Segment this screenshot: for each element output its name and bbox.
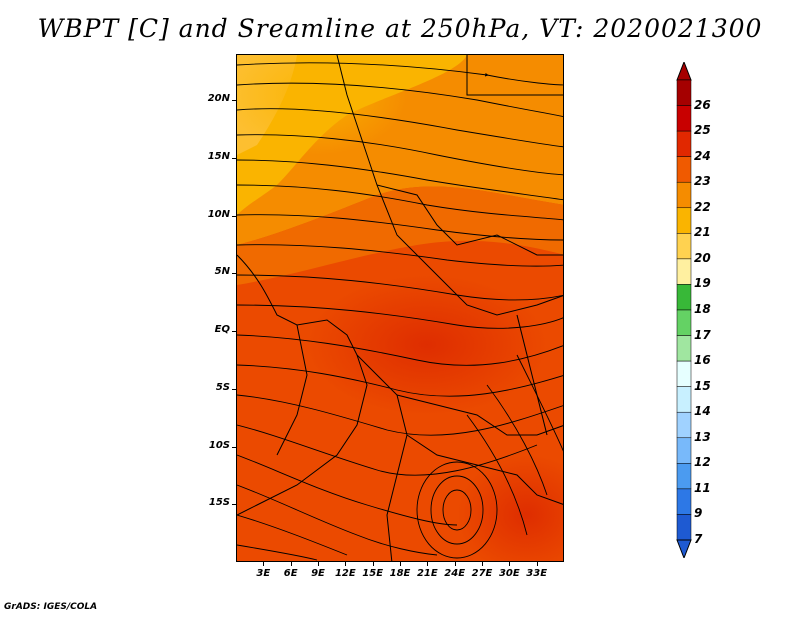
colorbar-segment <box>676 258 692 285</box>
colorbar-over-triangle <box>676 62 692 81</box>
colorbar-label: 23 <box>694 174 711 189</box>
lon-tick <box>400 562 401 566</box>
colorbar-segment <box>676 105 692 132</box>
colorbar-segment <box>676 284 692 311</box>
lat-tick <box>232 273 236 275</box>
colorbar-label: 18 <box>694 302 711 316</box>
country-boundaries <box>237 55 563 561</box>
colorbar-label: 20 <box>694 250 711 265</box>
colorbar-under-triangle <box>676 539 692 558</box>
colorbar-segment <box>676 488 692 515</box>
colorbar-label: 13 <box>694 429 711 444</box>
lat-tick <box>232 331 236 333</box>
colorbar-segment <box>676 411 692 439</box>
colorbar-segment <box>676 514 692 541</box>
lon-tick-label: 3E <box>256 568 271 579</box>
colorbar-label: 7 <box>694 532 703 546</box>
colorbar-label: 16 <box>694 353 711 368</box>
lon-tick <box>372 562 374 566</box>
colorbar-segment <box>676 181 692 209</box>
lon-tick <box>263 562 265 566</box>
colorbar-label: 22 <box>694 199 711 214</box>
lat-tick-label: 15N <box>207 150 230 162</box>
lon-tick-label: 21E <box>416 568 438 579</box>
map-title: WBPT [C] and Sreamline at 250hPa, VT: 20… <box>37 14 763 43</box>
map-panel <box>236 54 564 562</box>
colorbar-label: 17 <box>694 327 711 342</box>
field-band-23 <box>237 186 563 285</box>
lat-tick <box>232 215 236 217</box>
colorbar-segment <box>676 463 692 490</box>
colorbar-segment <box>676 207 692 234</box>
lat-tick-label: 5N <box>214 266 230 278</box>
lat-tick <box>232 446 236 448</box>
colorbar-label: 21 <box>694 225 711 240</box>
lon-tick-label: 9E <box>311 568 325 579</box>
lon-tick <box>290 562 292 566</box>
colorbar-label: 14 <box>694 404 711 419</box>
lat-tick-label: 15S <box>208 497 230 509</box>
colorbar <box>676 62 692 558</box>
lat-tick <box>232 100 236 102</box>
colorbar-segment <box>676 360 692 387</box>
colorbar-segment <box>676 309 692 336</box>
lon-tick <box>318 562 319 566</box>
colorbar-segment <box>676 386 692 413</box>
lon-tick-label: 15E <box>362 568 384 579</box>
field-warm-central <box>307 275 547 415</box>
colorbar-label: 25 <box>694 123 711 138</box>
lon-tick-label: 27E <box>471 568 493 579</box>
colorbar-label: 19 <box>694 276 711 291</box>
colorbar-label: 12 <box>694 455 711 470</box>
colorbar-label: 26 <box>694 97 711 112</box>
lon-tick-label: 18E <box>389 568 411 579</box>
field-cool-north <box>237 55 407 155</box>
colorbar-segment <box>676 437 692 464</box>
lon-tick <box>427 562 429 566</box>
streamlines <box>237 62 563 561</box>
colorbar-label: 9 <box>694 506 703 521</box>
lon-tick-label: 33E <box>526 568 548 579</box>
lat-tick <box>232 504 236 506</box>
lat-tick <box>232 157 236 159</box>
lat-tick-label: EQ <box>214 324 230 336</box>
lat-tick <box>232 388 236 390</box>
lon-tick <box>536 562 538 566</box>
lon-tick-label: 30E <box>498 568 520 579</box>
credit-text: GrADS: IGES/COLA <box>4 602 98 612</box>
colorbar-segment <box>676 79 692 106</box>
lon-tick-label: 12E <box>334 568 356 579</box>
lat-tick-label: 5S <box>215 381 230 393</box>
colorbar-label: 15 <box>694 378 711 393</box>
lon-tick <box>509 562 511 566</box>
lon-tick <box>454 562 456 566</box>
colorbar-segment <box>676 156 692 183</box>
lon-tick <box>345 562 347 566</box>
colorbar-label: 11 <box>694 480 711 495</box>
lon-tick <box>482 562 483 566</box>
field-warm-southeast <box>457 455 563 561</box>
wbpt-field-map <box>237 55 563 561</box>
lat-tick-label: 10S <box>208 439 230 451</box>
lon-tick-label: 24E <box>444 568 466 579</box>
lat-tick-label: 20N <box>207 93 230 105</box>
colorbar-segment <box>676 335 692 362</box>
lat-tick-label: 10N <box>207 208 230 220</box>
colorbar-label: 24 <box>694 148 711 163</box>
lon-tick-label: 6E <box>283 568 298 579</box>
colorbar-segment <box>676 130 692 157</box>
colorbar-segment <box>676 233 692 260</box>
